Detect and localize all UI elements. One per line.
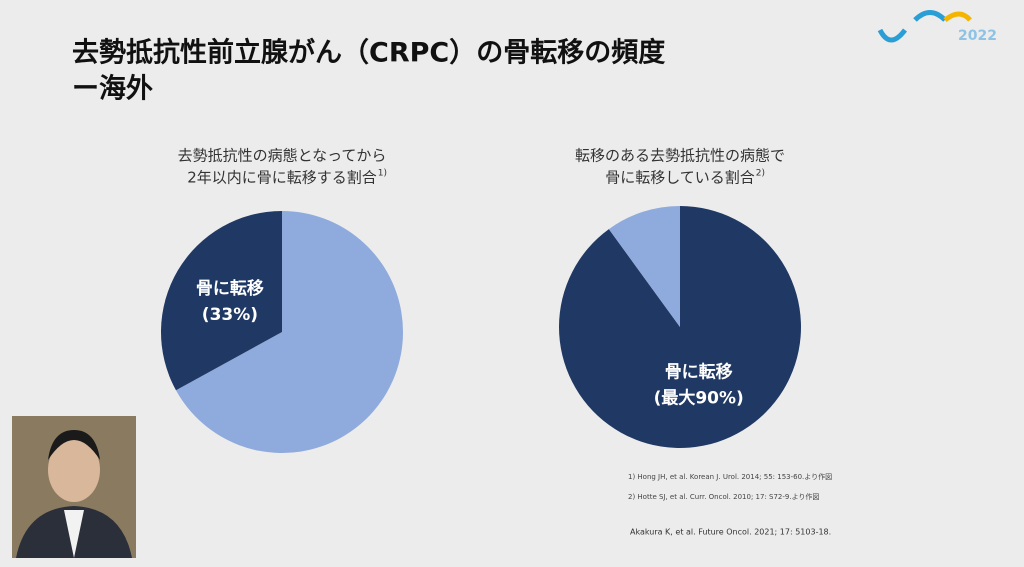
chart-title-ref: 1) [378,169,387,179]
pie-slice [175,211,403,453]
slice-label: 骨に転移 [196,278,264,299]
slice-value-label: (最大90%) [654,388,744,409]
pie-slice [161,211,282,391]
slide-title: ー海外 [72,74,153,105]
reference: 1) Hong JH, et al. Korean J. Urol. 2014;… [628,472,832,481]
slice-value-label: (33%) [202,305,258,325]
pie-slice [608,206,680,327]
chart-title: 転移のある去勢抵抗性の病態で [575,147,785,165]
reference: 2) Hotte SJ, et al. Curr. Oncol. 2010; 1… [628,492,819,501]
chart-title-ref: 2) [756,169,765,179]
slide-title: 去勢抵抗性前立腺がん（CRPC）の骨転移の頻度 [72,37,665,69]
slice-label: 骨に転移 [665,362,733,383]
logo-text: 2022 [958,28,997,44]
chart-title: 去勢抵抗性の病態となってから [178,147,387,165]
presenter-video [12,416,136,558]
logo: 2022 [877,10,997,44]
chart-title: 2年以内に骨に転移する割合 [187,169,377,187]
citation: Akakura K, et al. Future Oncol. 2021; 17… [630,528,831,537]
chart-title: 骨に転移している割合 [605,169,755,187]
